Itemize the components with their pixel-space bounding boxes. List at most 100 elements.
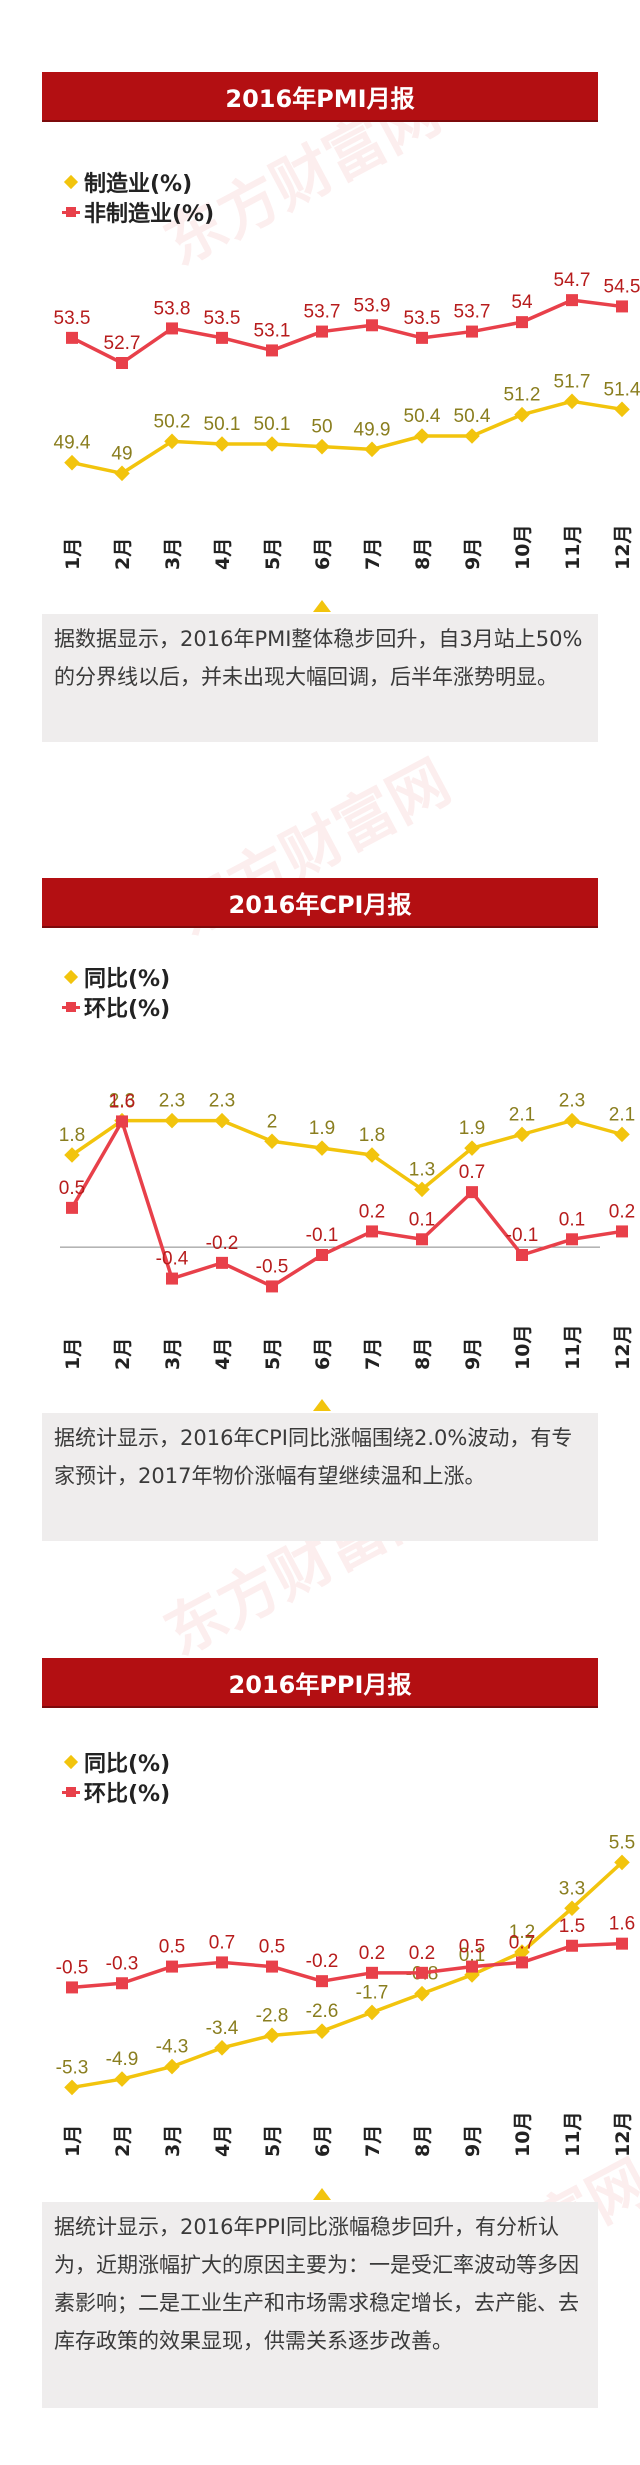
data-point-square [66,1201,78,1214]
data-point-square [316,1249,328,1261]
data-label: 0.1 [409,1209,435,1230]
data-point-diamond [214,2040,230,2056]
pmi-line-chart: 49.4 49 50.2 50.1 50.1 50 49.9 50.4 50.4 51.2 51.7… [54,270,640,570]
data-point-square [66,1981,78,1994]
x-tick-label: 10月 [512,525,534,570]
ppi-line-chart: -5.3-4.9-4.3-3.4-2.8-2.6-1.7-0.80.11.23.… [56,1832,636,2157]
x-tick-label: 6月 [312,538,334,570]
legend-mom: 环比(%) [62,1778,171,1807]
legend-label: 环比(%) [84,997,171,1022]
data-label: 0.5 [159,1937,185,1958]
legend-label: 同比(%) [84,967,171,992]
data-point-square [366,1225,378,1238]
data-label: 0.1 [459,1945,485,1966]
data-point-diamond [264,436,280,452]
data-point-square [516,1249,528,1261]
data-label: -1.7 [356,1982,389,2003]
x-tick-label: 12月 [612,2112,634,2157]
legend-label: 环比(%) [84,1782,171,1807]
data-label: 0.7 [209,1932,235,1953]
data-point-diamond [64,1147,80,1163]
x-tick-label: 6月 [312,2125,334,2157]
data-point-diamond [464,428,480,444]
x-tick-label: 3月 [162,538,184,570]
data-point-square [116,357,128,369]
x-tick-label: 4月 [212,2125,234,2157]
x-tick-label: 1月 [62,538,84,570]
data-point-square [166,1960,178,1973]
data-point-diamond [114,2071,130,2087]
x-tick-label: 5月 [262,2125,284,2157]
data-point-diamond [114,465,130,482]
data-label: 0.2 [359,1943,385,1964]
data-label: 50.4 [454,406,491,427]
x-tick-label: 2月 [112,538,134,570]
x-tick-label: 10月 [512,1325,534,1370]
data-label: 0.2 [609,1201,635,1222]
x-tick-label: 7月 [362,1338,384,1370]
series-line [71,1118,623,1192]
data-point-square [616,300,628,313]
data-point-diamond [164,433,180,450]
data-point-diamond [264,1133,280,1150]
data-point-square [116,1977,128,1990]
panel-title-pmi: 2016年PMI月报 [42,72,598,120]
data-label: 53.1 [254,320,291,341]
data-point-square [566,1233,578,1246]
cpi-line-chart: 1.8 2.3 2.3 2.3 2 1.9 1.8 1.3 1.9 2.1 2.3 2.1 0.5 1.6… [59,1091,635,1370]
data-label: -0.3 [106,1953,139,1974]
x-tick-label: 7月 [362,538,384,570]
x-tick-label: 3月 [162,1338,184,1370]
data-point-diamond [614,1126,630,1143]
x-tick-label: 1月 [62,1338,84,1370]
data-label: 54.5 [604,276,640,297]
data-label: 54 [511,292,533,313]
data-point-square [316,325,328,338]
series-line [70,1119,623,1289]
data-point-diamond [564,1900,580,1917]
x-tick-label: 8月 [412,2125,434,2157]
data-point-square [266,344,278,357]
data-point-square [166,322,178,335]
x-tick-label: 2月 [112,1338,134,1370]
legend-diamond-icon [62,968,80,986]
data-label: 5.5 [609,1832,635,1853]
data-point-square [416,331,428,344]
x-tick-label: 9月 [462,2125,484,2157]
data-point-diamond [364,1147,380,1163]
data-point-diamond [314,2023,330,2039]
data-label: -0.4 [156,1249,189,1270]
data-label: 0.1 [559,1209,585,1230]
data-point-square [616,1225,628,1238]
data-point-square [466,325,478,338]
data-point-square [466,1960,478,1973]
panel-title-cpi: 2016年CPI月报 [42,878,598,926]
data-label: 50.1 [204,414,241,435]
data-point-diamond [164,2058,180,2075]
data-point-square [616,1937,628,1950]
data-label: 52.7 [104,333,141,354]
x-tick-label: 2月 [112,2125,134,2157]
data-point-square [566,1939,578,1952]
data-label: -0.2 [206,1233,239,1254]
legend-label: 同比(%) [84,1752,171,1777]
x-tick-label: 5月 [262,538,284,570]
cpi-caption: 据统计显示，2016年CPI同比涨幅围绕2.0%波动，有专家预计，2017年物价… [42,1413,598,1541]
data-point-diamond [314,438,330,455]
legend-label: 制造业(%) [84,172,193,197]
data-point-diamond [64,454,80,471]
data-label: 49.9 [354,419,391,440]
data-label: 2.3 [209,1091,235,1112]
data-label: -0.2 [306,1951,339,1972]
data-point-diamond [364,2004,380,2021]
data-label: 1.8 [359,1125,385,1146]
data-point-diamond [464,1140,480,1156]
caption-pointer [313,1399,331,1411]
data-label: 53.9 [354,295,391,316]
data-point-diamond [514,1944,530,1960]
data-label: 53.7 [304,302,341,323]
data-label: 49.4 [54,433,91,454]
data-label: 0.7 [459,1162,485,1183]
data-label: 2.1 [609,1104,635,1125]
data-label: 50 [311,417,332,438]
